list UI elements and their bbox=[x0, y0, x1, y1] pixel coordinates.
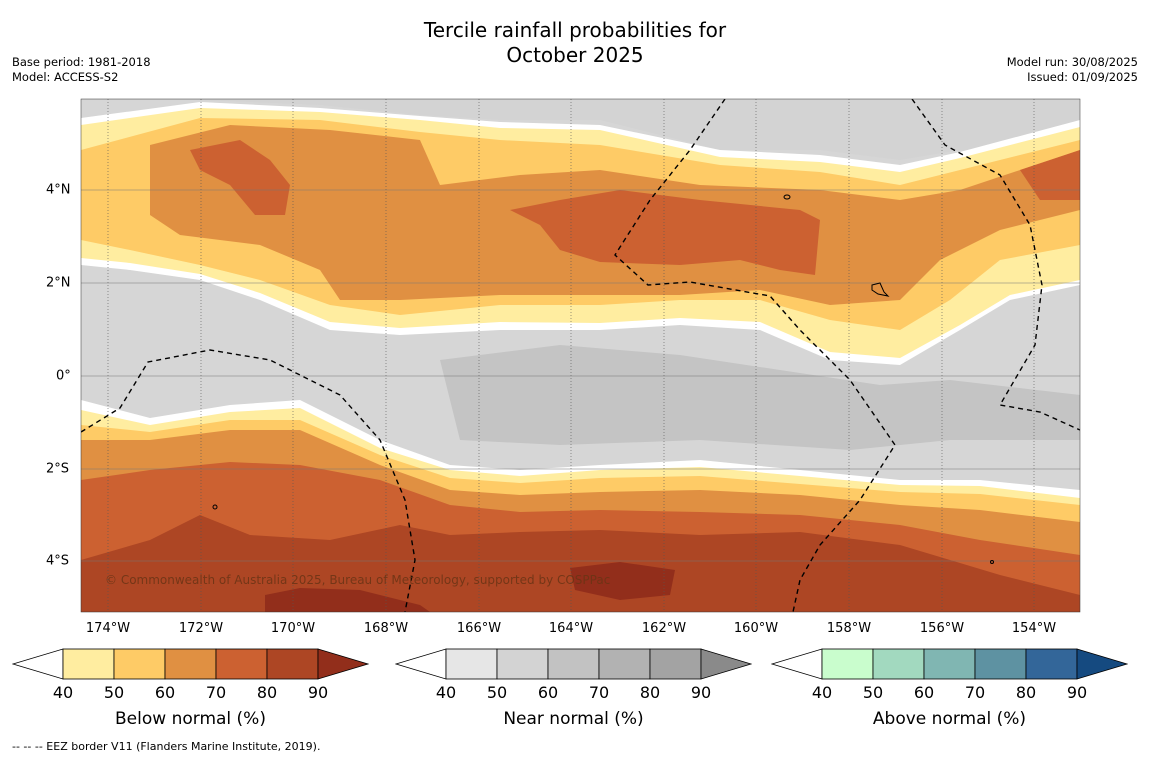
issued-text: Issued: 01/09/2025 bbox=[1027, 70, 1138, 84]
above-normal-colorbar-segment bbox=[974, 648, 1027, 680]
near-normal-colorbar-tick: 90 bbox=[690, 683, 712, 702]
eez-footnote: -- -- -- EEZ border V11 (Flanders Marine… bbox=[12, 740, 321, 753]
below-normal-south-90a bbox=[265, 588, 430, 612]
lon-label-160w: 160°W bbox=[733, 621, 779, 636]
lon-label-166w: 166°W bbox=[456, 621, 502, 636]
near-normal-colorbar-segment bbox=[598, 648, 651, 680]
above-normal-colorbar-tick: 50 bbox=[862, 683, 884, 702]
below-normal-south-90b bbox=[570, 562, 675, 600]
near-normal-colorbar-segment bbox=[445, 648, 498, 680]
base-period-text: Base period: 1981-2018 bbox=[12, 55, 151, 69]
below-normal-colorbar-segment bbox=[113, 648, 166, 680]
lon-label-156w: 156°W bbox=[919, 621, 965, 636]
meta-right: Model run: 30/08/2025 Issued: 01/09/2025 bbox=[1007, 55, 1138, 85]
above-normal-colorbar-segment bbox=[872, 648, 925, 680]
above-normal-colorbar-tick: 70 bbox=[964, 683, 986, 702]
above-normal-colorbar-high-end bbox=[1076, 648, 1128, 680]
lon-label-170w: 170°W bbox=[270, 621, 316, 636]
near-normal-colorbar-tick: 70 bbox=[588, 683, 610, 702]
below-normal-colorbar-segment bbox=[215, 648, 268, 680]
eez-borders bbox=[81, 99, 1080, 612]
map-frame bbox=[80, 98, 1081, 613]
below-normal-colorbar-low-end bbox=[12, 648, 64, 680]
above-normal-colorbar-tick: 40 bbox=[811, 683, 833, 702]
above-normal-colorbar-segment bbox=[1025, 648, 1078, 680]
lat-label-2n: 2°N bbox=[46, 275, 71, 291]
near-normal-colorbar-segment bbox=[547, 648, 600, 680]
below-normal-colorbar-tick: 60 bbox=[154, 683, 176, 702]
copyright-text: © Commonwealth of Australia 2025, Bureau… bbox=[105, 573, 611, 587]
title-line-1: Tercile rainfall probabilities for bbox=[423, 18, 727, 42]
lon-label-168w: 168°W bbox=[363, 621, 409, 636]
below-normal-south-80 bbox=[81, 515, 1080, 612]
below-normal-north-70c bbox=[1020, 150, 1080, 200]
above-normal-colorbar-title: Above normal (%) bbox=[872, 709, 1027, 729]
near-normal-colorbar-tick: 50 bbox=[486, 683, 508, 702]
lon-label-164w: 164°W bbox=[548, 621, 594, 636]
above-normal-colorbar-tick: 60 bbox=[913, 683, 935, 702]
near-normal-colorbar-segment bbox=[496, 648, 549, 680]
lon-label-154w: 154°W bbox=[1011, 621, 1057, 636]
below-normal-colorbar-tick: 70 bbox=[205, 683, 227, 702]
latitude-grid bbox=[81, 189, 1080, 562]
below-normal-colorbar bbox=[12, 648, 369, 680]
lon-label-162w: 162°W bbox=[641, 621, 687, 636]
near-normal-colorbar-tick: 40 bbox=[435, 683, 457, 702]
below-normal-colorbar-tick: 90 bbox=[307, 683, 329, 702]
lon-label-172w: 172°W bbox=[178, 621, 224, 636]
below-normal-north-70b bbox=[510, 190, 820, 275]
near-normal-colorbar-tick: 60 bbox=[537, 683, 559, 702]
model-text: Model: ACCESS-S2 bbox=[12, 70, 119, 84]
below-normal-colorbar-segment bbox=[266, 648, 319, 680]
near-normal-colorbar bbox=[395, 648, 752, 680]
below-normal-colorbar-tick: 50 bbox=[103, 683, 125, 702]
islands bbox=[212, 194, 994, 564]
below-normal-colorbar-segment bbox=[62, 648, 115, 680]
above-normal-colorbar-tick: 90 bbox=[1066, 683, 1088, 702]
map-title: Tercile rainfall probabilities for Octob… bbox=[0, 18, 1150, 68]
below-normal-colorbar-segment bbox=[164, 648, 217, 680]
title-line-2: October 2025 bbox=[506, 43, 644, 67]
below-normal-north-70a bbox=[190, 140, 290, 215]
meta-left: Base period: 1981-2018 Model: ACCESS-S2 bbox=[12, 55, 151, 85]
lon-label-174w: 174°W bbox=[85, 621, 131, 636]
near-normal-core bbox=[440, 345, 1080, 450]
above-normal-colorbar bbox=[771, 648, 1128, 680]
lat-label-2s: 2°S bbox=[46, 461, 70, 477]
near-normal-colorbar-high-end bbox=[700, 648, 752, 680]
above-normal-colorbar-tick: 80 bbox=[1015, 683, 1037, 702]
near-normal-colorbar-low-end bbox=[395, 648, 447, 680]
near-normal-north bbox=[81, 99, 1080, 160]
below-normal-colorbar-tick: 80 bbox=[256, 683, 278, 702]
lat-label-4s: 4°S bbox=[46, 553, 70, 569]
lat-label-0: 0° bbox=[56, 368, 71, 384]
above-normal-colorbar-segment bbox=[821, 648, 874, 680]
below-normal-colorbar-tick: 40 bbox=[52, 683, 74, 702]
lon-label-158w: 158°W bbox=[826, 621, 872, 636]
below-normal-colorbar-high-end bbox=[317, 648, 369, 680]
near-normal-colorbar-title: Near normal (%) bbox=[503, 709, 644, 729]
near-normal-colorbar-segment bbox=[649, 648, 702, 680]
below-normal-colorbar-title: Below normal (%) bbox=[115, 709, 266, 729]
above-normal-colorbar-segment bbox=[923, 648, 976, 680]
lat-label-4n: 4°N bbox=[46, 182, 71, 198]
map-fields bbox=[81, 99, 1080, 612]
near-normal-colorbar-tick: 80 bbox=[639, 683, 661, 702]
model-run-text: Model run: 30/08/2025 bbox=[1006, 55, 1138, 69]
above-normal-colorbar-low-end bbox=[771, 648, 823, 680]
